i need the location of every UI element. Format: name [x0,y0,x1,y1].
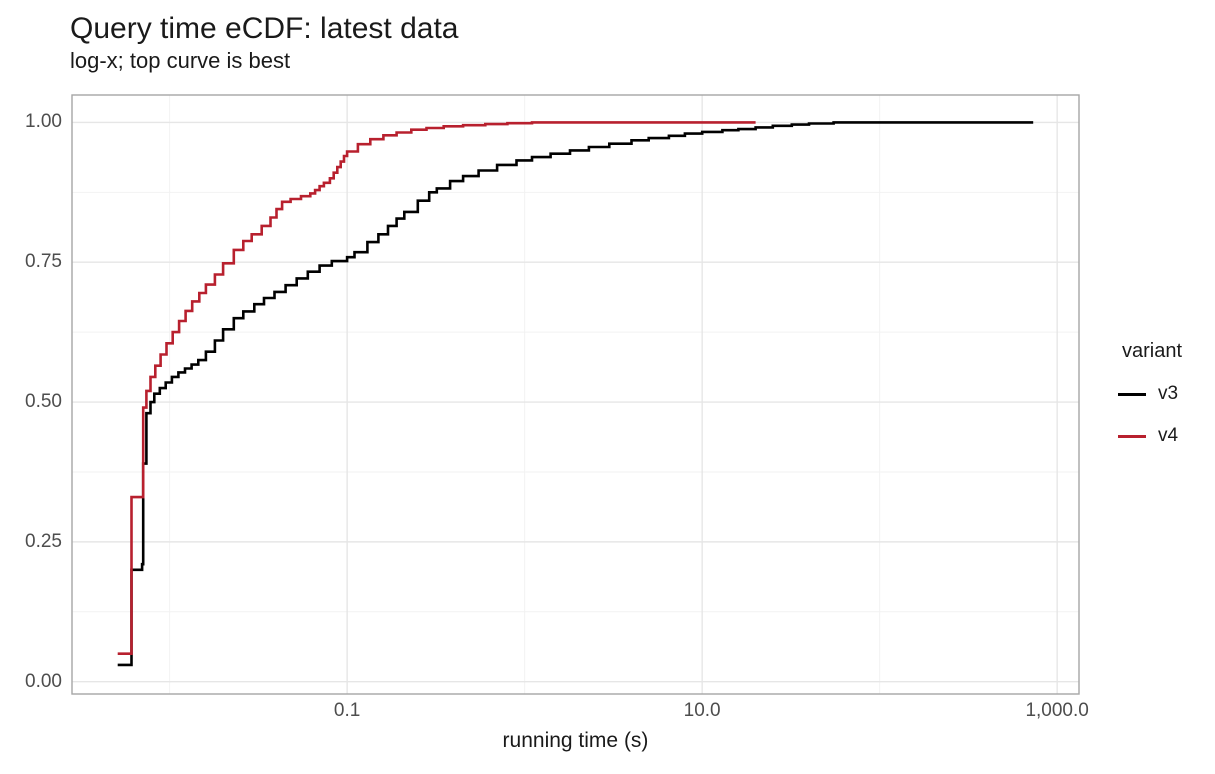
x-tick-label: 1,000.0 [1025,700,1089,721]
ecdf-curve-v3 [117,121,1034,667]
y-tick-label: 0.25 [25,530,62,552]
chart-title: Query time eCDF: latest data [70,12,459,45]
legend-title: variant [1122,340,1183,362]
x-tick-label: 0.1 [333,700,361,721]
y-tick-label: 0.75 [25,251,62,273]
y-tick-label: 0.00 [25,670,62,692]
legend-key-line-v3 [1118,392,1146,396]
legend-entry-v4: v4 [1118,426,1178,446]
y-tick-label: 0.50 [25,391,62,413]
legend-label-v3: v3 [1158,383,1179,404]
x-tick-label: 10.0 [683,700,721,721]
ecdf-curve-v4 [117,121,756,655]
y-tick-label: 1.00 [25,111,62,133]
legend-key-line-v4 [1118,434,1146,438]
legend-entry-v3: v3 [1118,384,1178,404]
chart-subtitle: log-x; top curve is best [70,48,291,73]
legend-label-v4: v4 [1158,425,1179,446]
x-axis-title: running time (s) [502,729,649,752]
panel-border [71,94,1080,695]
